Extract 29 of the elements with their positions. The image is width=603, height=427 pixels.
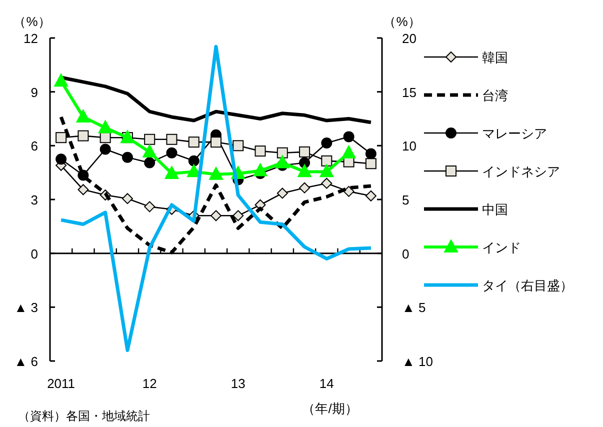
y-tick-label: 0: [30, 246, 38, 262]
text: （資料）各国・地域統計: [18, 409, 150, 423]
y2-axis-title: （%）: [383, 14, 421, 29]
y-tick-label: 6: [30, 138, 38, 154]
x-tick-label: 12: [142, 376, 157, 391]
x-tick-label: 13: [230, 376, 246, 391]
legend-label: 台湾: [482, 88, 508, 103]
legend-label: マレーシア: [482, 126, 547, 141]
y2-tick-label: ▲ 5: [402, 300, 426, 316]
x-axis-title: （年/期）: [302, 401, 358, 416]
y-tick-label: 3: [30, 192, 38, 208]
y2-tick-label: ▲ 10: [402, 354, 433, 369]
y-tick-label: ▲ 3: [14, 300, 38, 316]
y2-tick-label: 20: [402, 31, 416, 46]
legend-label: インド: [482, 240, 521, 255]
y-tick-label: 9: [30, 84, 38, 100]
y2-tick-label: 15: [402, 84, 416, 100]
legend-label: 中国: [482, 202, 508, 217]
legend-label: タイ（右目盛）: [482, 278, 573, 293]
legend-label: 韓国: [482, 50, 508, 65]
x-tick-label: 14: [319, 376, 334, 391]
y2-tick-label: 10: [402, 138, 416, 154]
y-tick-label: 12: [24, 31, 38, 46]
legend-label: インドネシア: [482, 164, 560, 179]
x-tick-label: 2011: [47, 376, 76, 391]
y-axis-title: （%）: [13, 14, 51, 29]
y2-tick-label: 5: [402, 192, 410, 208]
y-tick-label: ▲ 6: [14, 354, 38, 369]
y2-tick-label: 0: [402, 246, 410, 262]
